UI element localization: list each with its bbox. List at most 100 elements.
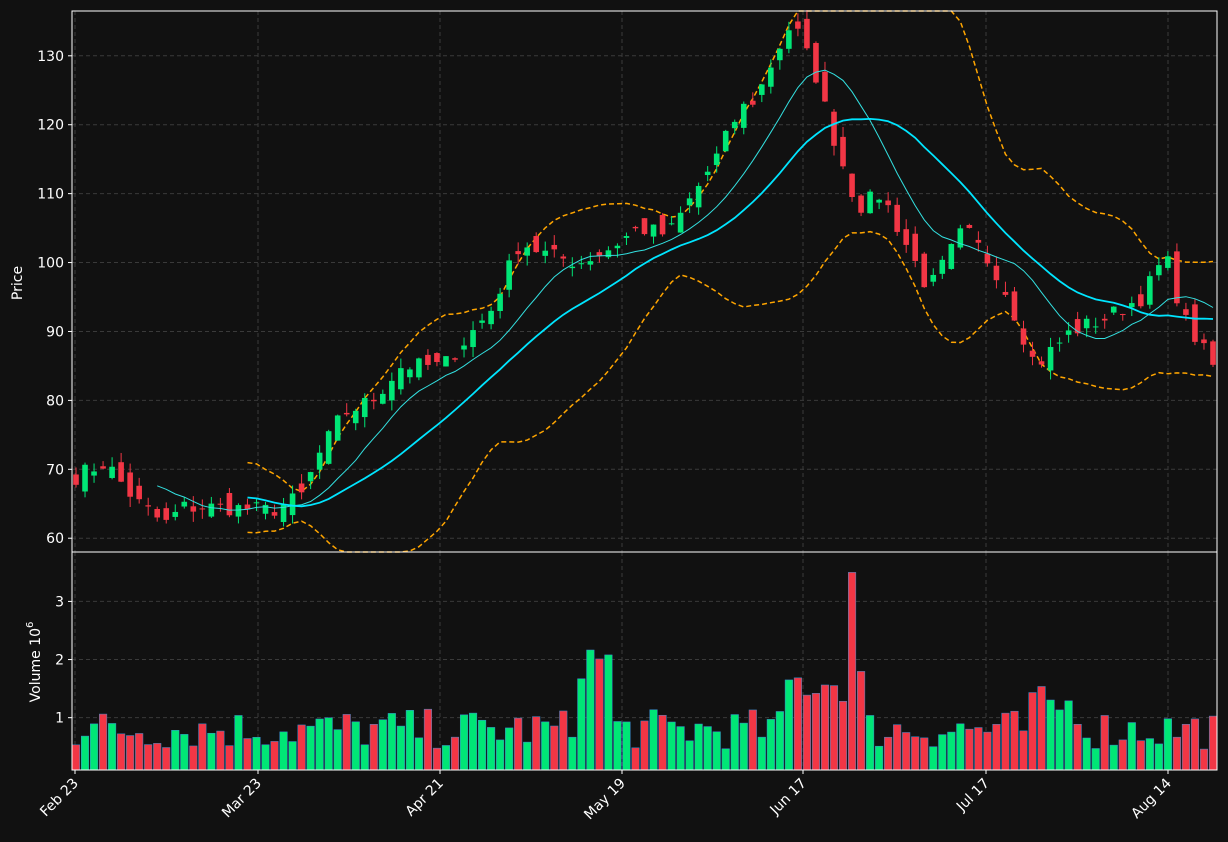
candle-body — [1101, 318, 1108, 321]
volume-bar — [703, 726, 712, 771]
candle-body — [244, 504, 251, 510]
price-y-ticks: 60 70 80 90 100 110 120 130 — [37, 49, 72, 547]
volume-axis-label-exponent: 6 — [25, 622, 36, 628]
volume-bar — [414, 737, 423, 771]
candle-body — [82, 464, 88, 492]
volume-bar — [432, 747, 441, 771]
candle-body — [1183, 309, 1189, 315]
candle-body — [578, 263, 585, 265]
candle-body — [461, 345, 467, 350]
volume-bar — [487, 727, 496, 771]
candle-body — [1192, 304, 1198, 342]
candle-body — [650, 224, 657, 237]
candle-body — [352, 410, 359, 424]
candle-body — [1029, 350, 1036, 357]
bollinger-bands — [247, 10, 1214, 553]
volume-bar — [423, 708, 432, 771]
volume-bar — [559, 710, 568, 771]
volume-bar — [1001, 712, 1010, 771]
volume-bar — [360, 744, 369, 771]
volume-bar — [1208, 715, 1218, 771]
volume-bar — [1019, 730, 1028, 771]
volume-bar — [793, 677, 802, 771]
volume-bar — [207, 732, 216, 771]
volume-bar — [270, 741, 279, 771]
candle-body — [722, 130, 729, 152]
volume-bar — [99, 713, 108, 771]
volume-bar — [117, 733, 126, 771]
price-tick-label: 70 — [46, 462, 64, 478]
volume-bar — [730, 714, 739, 771]
candle-body — [641, 218, 648, 235]
volume-bar — [541, 721, 550, 771]
candle-body — [1210, 341, 1216, 365]
candle-body — [100, 466, 106, 469]
volume-bar — [216, 730, 225, 771]
volume-bar — [1109, 744, 1118, 771]
volume-bar — [450, 736, 460, 771]
volume-panel: 1 2 3 Volume 106 — [25, 551, 1218, 771]
volume-bar — [532, 716, 541, 771]
ma-short-line — [157, 69, 1214, 511]
volume-bar — [875, 745, 884, 771]
volume-bar — [243, 738, 252, 771]
volume-bar — [685, 740, 694, 771]
candle-body — [497, 293, 503, 311]
candle-body — [1074, 319, 1081, 334]
price-axis-label: Price — [10, 266, 26, 300]
candle-body — [434, 353, 440, 362]
volume-bar — [974, 727, 983, 771]
candle-body — [208, 503, 215, 517]
volume-bar — [198, 723, 207, 771]
volume-bar — [920, 737, 929, 771]
candlesticks — [73, 9, 1216, 527]
volume-bar — [306, 725, 315, 771]
volume-bar — [857, 671, 866, 771]
candle-body — [930, 274, 937, 282]
volume-bar — [1154, 743, 1163, 771]
volume-bar — [775, 711, 784, 771]
volume-bar — [884, 736, 893, 771]
volume-bar — [811, 693, 820, 771]
candle-body — [190, 506, 197, 512]
volume-bar — [893, 724, 902, 771]
price-tick-label: 130 — [37, 49, 64, 65]
candle-body — [569, 266, 576, 269]
candle-body — [704, 171, 711, 176]
volume-bar — [983, 731, 992, 771]
volume-bar — [108, 723, 117, 771]
volume-bar — [478, 719, 487, 771]
candle-body — [280, 504, 287, 523]
candle-body — [777, 48, 783, 61]
candle-body — [334, 415, 341, 441]
volume-bar — [144, 744, 153, 771]
volume-bar — [595, 658, 604, 771]
volume-bar — [947, 731, 956, 771]
volume-bar — [90, 723, 99, 771]
candle-body — [217, 503, 224, 505]
candle-body — [614, 245, 621, 249]
volume-bar — [459, 714, 469, 771]
volume-panel-frame — [71, 551, 1218, 771]
candle-body — [515, 251, 521, 255]
volume-bar — [929, 746, 938, 771]
volume-bar — [297, 724, 306, 771]
candle-body — [731, 121, 738, 129]
candle-body — [235, 505, 242, 517]
volume-bar — [505, 727, 514, 771]
volume-bar — [342, 714, 351, 771]
volume-bar — [802, 694, 811, 771]
volume-bar — [956, 723, 965, 771]
candle-body — [452, 358, 458, 360]
volume-bar — [568, 736, 577, 771]
candle-body — [533, 236, 540, 253]
candle-body — [939, 259, 946, 274]
volume-bar — [514, 717, 523, 771]
candle-body — [831, 111, 837, 146]
volume-bar — [866, 715, 875, 771]
volume-bar — [225, 745, 234, 771]
candle-body — [1065, 330, 1072, 335]
volume-axis-label-text: Volume 10 — [28, 628, 44, 702]
volume-bar — [1118, 739, 1127, 771]
